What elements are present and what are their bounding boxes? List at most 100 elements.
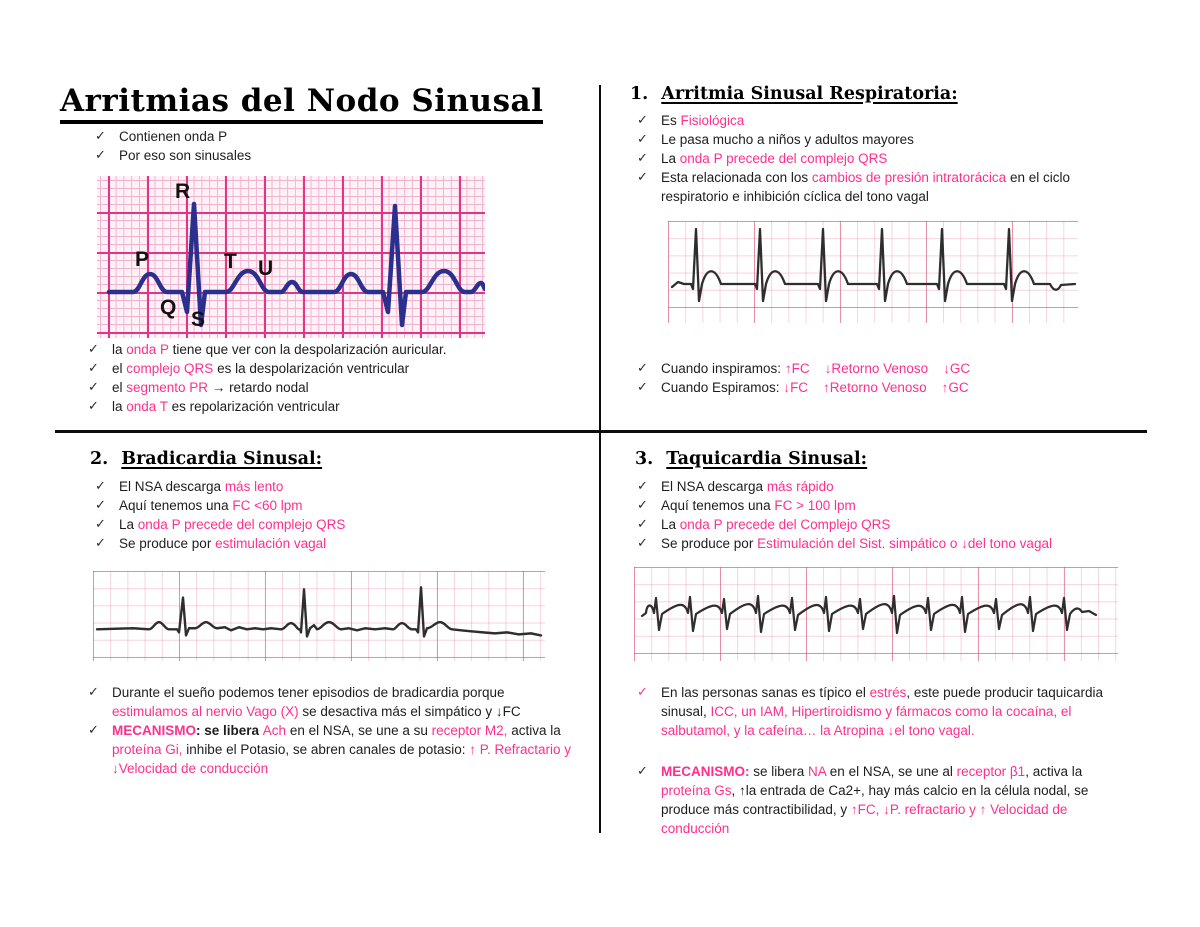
ecg-trace (95, 586, 543, 638)
divider-horizontal (55, 430, 1147, 433)
wave-label-t: T (224, 250, 237, 273)
bullet-text: Le pasa mucho a niños y adultos mayores (661, 132, 914, 147)
checkmark-icon: ✓ (637, 113, 648, 128)
checkmark-icon: ✓ (95, 479, 106, 494)
list-item: ✓ Cuando Espiramos: ↓FC ↑Retorno Venoso … (637, 378, 970, 397)
bullet-text: En las personas sanas es típico el estré… (661, 685, 1104, 738)
checkmark-icon: ✓ (95, 148, 106, 163)
section1-notes-list: ✓ Cuando inspiramos: ↑FC ↓Retorno Venoso… (637, 359, 970, 397)
ecg-strip-respiratory (668, 221, 1078, 323)
list-item: ✓ El NSA descarga más lento (95, 477, 345, 496)
list-item: ✓ Durante el sueño podemos tener episodi… (88, 683, 586, 721)
list-item: ✓ Cuando inspiramos: ↑FC ↓Retorno Venoso… (637, 359, 970, 378)
checkmark-icon: ✓ (637, 479, 648, 494)
checkmark-icon: ✓ (95, 129, 106, 144)
list-item: ✓ el complejo QRS es la despolarización … (88, 359, 446, 378)
checkmark-icon: ✓ (637, 517, 648, 532)
list-item: ✓ MECANISMO: se libera Ach en el NSA, se… (88, 721, 586, 778)
page-title: Arritmias del Nodo Sinusal (60, 84, 544, 125)
ecg-trace (106, 201, 485, 328)
ecg-strip-tachycardia (634, 567, 1118, 661)
bullet-text: Contienen onda P (119, 129, 228, 144)
list-item: ✓ MECANISMO: se libera NA en el NSA, se … (637, 762, 1129, 838)
checkmark-icon: ✓ (637, 170, 648, 185)
list-item: ✓ Es Fisiológica (637, 111, 1109, 130)
list-item: ✓ Se produce por estimulación vagal (95, 534, 345, 553)
bullet-text: Cuando Espiramos: ↓FC ↑Retorno Venoso ↑G… (661, 380, 969, 395)
bullet-text: El NSA descarga más lento (119, 479, 284, 494)
section2-notes-list: ✓ Durante el sueño podemos tener episodi… (88, 683, 586, 778)
ecg-trace (670, 227, 1077, 303)
bullet-text: la onda T es repolarización ventricular (112, 399, 340, 414)
list-item: ✓ La onda P precede del Complejo QRS (637, 515, 1052, 534)
list-item: ✓ En las personas sanas es típico el est… (637, 683, 1129, 740)
section3-notes-list: ✓ En las personas sanas es típico el est… (637, 683, 1129, 838)
bullet-text: el segmento PR → retardo nodal (112, 380, 309, 395)
list-item: ✓ Le pasa mucho a niños y adultos mayore… (637, 130, 1109, 149)
checkmark-icon: ✓ (637, 764, 648, 779)
section-heading-3: 3. Taquicardia Sinusal: (635, 449, 867, 469)
checkmark-icon: ✓ (637, 536, 648, 551)
section3-bullet-list: ✓ El NSA descarga más rápido ✓ Aquí tene… (637, 477, 1052, 553)
list-item: ✓ La onda P precede del complejo QRS (637, 149, 1109, 168)
checkmark-icon: ✓ (637, 685, 648, 700)
wave-label-u: U (258, 257, 274, 280)
checkmark-icon: ✓ (637, 151, 648, 166)
wave-label-q: Q (160, 296, 177, 319)
section-heading-1: 1. Arritmia Sinusal Respiratoria: (630, 84, 958, 104)
list-item: ✓ Esta relacionada con los cambios de pr… (637, 168, 1109, 206)
wave-label-r: R (175, 180, 191, 203)
section-heading-2: 2. Bradicardia Sinusal: (90, 449, 322, 469)
list-item: ✓ La onda P precede del complejo QRS (95, 515, 345, 534)
section-number: 1. (630, 84, 649, 104)
list-item: ✓ Aquí tenemos una FC <60 lpm (95, 496, 345, 515)
bullet-text: Se produce por Estimulación del Sist. si… (661, 536, 1052, 551)
bullet-text: Es Fisiológica (661, 113, 745, 128)
section1-bullet-list: ✓ Es Fisiológica ✓ Le pasa mucho a niños… (637, 111, 1109, 206)
checkmark-icon: ✓ (88, 342, 99, 357)
wave-label-p: P (135, 248, 150, 271)
ecg-trace (640, 594, 1098, 635)
checkmark-icon: ✓ (95, 498, 106, 513)
list-item: ✓ Aquí tenemos una FC > 100 lpm (637, 496, 1052, 515)
list-item: ✓ Por eso son sinusales (95, 146, 251, 165)
list-item: ✓ el segmento PR → retardo nodal (88, 378, 446, 397)
section-title: Bradicardia Sinusal: (121, 449, 323, 469)
section2-bullet-list: ✓ El NSA descarga más lento ✓ Aquí tenem… (95, 477, 345, 553)
checkmark-icon: ✓ (88, 380, 99, 395)
checkmark-icon: ✓ (637, 498, 648, 513)
checkmark-icon: ✓ (95, 517, 106, 532)
ecg-pqrstu-diagram: P Q R S T U (97, 176, 485, 338)
bullet-text: El NSA descarga más rápido (661, 479, 834, 494)
checkmark-icon: ✓ (637, 361, 648, 376)
section-number: 2. (90, 449, 109, 469)
bullet-text: MECANISMO: se libera NA en el NSA, se un… (661, 764, 1089, 836)
bullet-text: Cuando inspiramos: ↑FC ↓Retorno Venoso ↓… (661, 361, 971, 376)
bullet-text: La onda P precede del complejo QRS (661, 151, 888, 166)
list-item: ✓ la onda P tiene que ver con la despola… (88, 340, 446, 359)
bullet-text: La onda P precede del complejo QRS (119, 517, 346, 532)
bullet-text: Aquí tenemos una FC > 100 lpm (661, 498, 856, 513)
bullet-text: MECANISMO: se libera Ach en el NSA, se u… (112, 723, 572, 776)
list-item: ✓ Contienen onda P (95, 127, 251, 146)
section-number: 3. (635, 449, 654, 469)
checkmark-icon: ✓ (637, 132, 648, 147)
checkmark-icon: ✓ (88, 723, 99, 738)
wave-label-s: S (191, 308, 206, 331)
bullet-text: Aquí tenemos una FC <60 lpm (119, 498, 303, 513)
ecg-notes-list: ✓ la onda P tiene que ver con la despola… (88, 340, 446, 416)
divider-vertical (599, 85, 601, 833)
bullet-text: el complejo QRS es la despolarización ve… (112, 361, 410, 376)
bullet-text: Esta relacionada con los cambios de pres… (661, 170, 1070, 204)
list-item: ✓ El NSA descarga más rápido (637, 477, 1052, 496)
section-title: Taquicardia Sinusal: (666, 449, 868, 469)
bullet-text: Durante el sueño podemos tener episodios… (112, 685, 521, 719)
bullet-text: Se produce por estimulación vagal (119, 536, 327, 551)
ecg-strip-bradycardia (93, 571, 545, 661)
bullet-text: la onda P tiene que ver con la despolari… (112, 342, 447, 357)
checkmark-icon: ✓ (88, 685, 99, 700)
bullet-text: La onda P precede del Complejo QRS (661, 517, 891, 532)
list-item: ✓ Se produce por Estimulación del Sist. … (637, 534, 1052, 553)
section-title: Arritmia Sinusal Respiratoria: (661, 84, 958, 104)
